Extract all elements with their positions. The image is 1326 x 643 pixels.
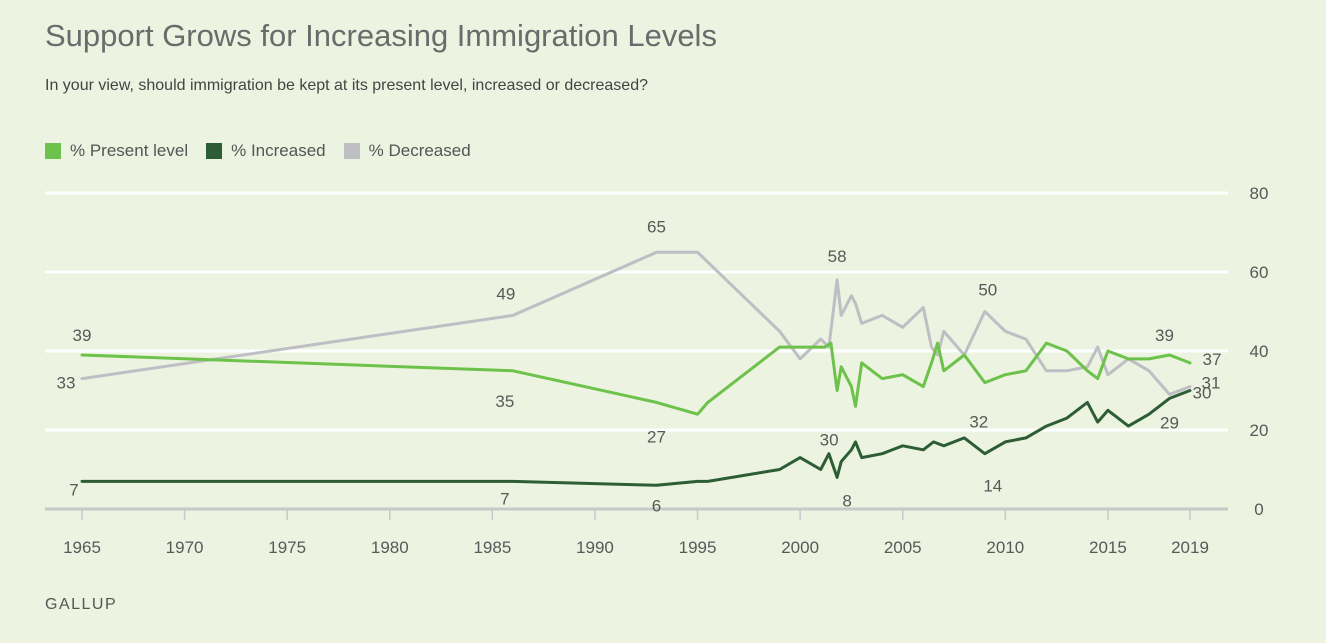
legend-swatch-decreased (343, 143, 360, 159)
data-label: 14 (983, 477, 1002, 496)
x-tick-label: 2015 (1089, 538, 1127, 557)
y-tick-label: 40 (1250, 342, 1269, 361)
legend-label-decreased: % Decreased (368, 141, 471, 160)
y-tick-label: 20 (1250, 421, 1269, 440)
data-label: 30 (820, 431, 839, 450)
data-label: 31 (1202, 374, 1221, 393)
data-label: 50 (978, 281, 997, 300)
x-tick-label: 2010 (986, 538, 1024, 557)
legend-label-increased: % Increased (231, 141, 326, 160)
x-tick-label: 2019 (1171, 538, 1209, 557)
series-line-decreased (80, 250, 1192, 396)
chart-legend: % Present level % Increased % Decreased (45, 141, 489, 161)
y-tick-label: 80 (1250, 184, 1269, 203)
x-tick-label: 2000 (781, 538, 819, 557)
x-tick-label: 2005 (884, 538, 922, 557)
x-tick-label: 1985 (473, 538, 511, 557)
data-label: 7 (69, 480, 78, 499)
chart-subtitle: In your view, should immigration be kept… (45, 77, 648, 94)
legend-swatch-increased (206, 143, 223, 159)
data-label: 58 (828, 247, 847, 266)
data-label: 65 (647, 217, 666, 236)
data-label: 49 (496, 284, 515, 303)
data-label: 39 (1155, 326, 1174, 345)
data-label: 30 (1193, 384, 1212, 403)
x-tick-label: 1965 (63, 538, 101, 557)
x-tick-label: 1970 (166, 538, 204, 557)
data-label: 7 (500, 489, 509, 508)
legend-item-present: % Present level (45, 141, 188, 161)
data-label: 27 (647, 427, 666, 446)
data-label: 39 (73, 326, 92, 345)
data-label: 29 (1160, 413, 1179, 432)
legend-item-decreased: % Decreased (343, 141, 471, 161)
data-label: 33 (57, 374, 76, 393)
data-label: 6 (652, 496, 661, 515)
y-tick-label: 60 (1250, 263, 1269, 282)
x-tick-label: 1975 (268, 538, 306, 557)
x-tick-label: 1980 (371, 538, 409, 557)
source-label: GALLUP (45, 596, 118, 613)
series-line-increased (80, 389, 1192, 487)
data-label: 37 (1203, 350, 1222, 369)
legend-label-present: % Present level (70, 141, 189, 160)
data-label: 32 (969, 413, 988, 432)
x-tick-label: 1995 (679, 538, 717, 557)
legend-item-increased: % Increased (206, 141, 326, 161)
series-line-present (80, 341, 1192, 416)
data-label: 8 (842, 491, 851, 510)
y-tick-label: 0 (1254, 500, 1263, 519)
x-tick-label: 1990 (576, 538, 614, 557)
data-label: 35 (495, 392, 514, 411)
chart-title: Support Grows for Increasing Immigration… (45, 18, 717, 53)
legend-swatch-present (45, 143, 61, 159)
